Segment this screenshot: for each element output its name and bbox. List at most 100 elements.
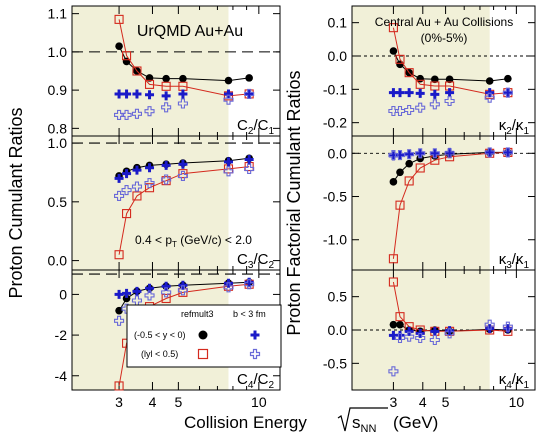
x-axis-label-prefix: Collision Energy xyxy=(184,413,307,432)
y-tick-label: 1.1 xyxy=(48,6,68,22)
panel-label: C4/C2 xyxy=(237,371,274,391)
left-title: UrQMD Au+Au xyxy=(137,23,243,40)
data-point xyxy=(388,254,398,264)
data-point xyxy=(404,104,415,116)
left-y-axis-label: Proton Cumulant Ratios xyxy=(6,107,26,298)
y-tick-label: 1.0 xyxy=(48,135,68,151)
data-point xyxy=(179,74,187,83)
data-point xyxy=(445,147,455,157)
y-tick-label: 0.0 xyxy=(48,253,68,269)
data-point xyxy=(122,294,131,303)
legend-row1-label: (-0.5 < y < 0) xyxy=(134,330,186,340)
data-point xyxy=(404,326,414,336)
y-tick-label: -0.2 xyxy=(323,115,347,131)
cut-annotation: 0.4 < pT (GeV/c) < 2.0 xyxy=(135,233,252,249)
series-b3-abs xyxy=(114,88,255,121)
data-point xyxy=(445,326,455,336)
data-point xyxy=(177,285,188,296)
data-point xyxy=(503,88,513,98)
panel-right-middle: -1.0 -0.5 0.0 κ3/κ1 xyxy=(323,135,536,271)
data-point xyxy=(132,191,142,201)
legend-row2-label: (lyl < 0.5) xyxy=(141,349,178,359)
data-point xyxy=(430,148,440,158)
series-b3-y xyxy=(114,155,254,183)
data-point xyxy=(115,42,123,50)
data-point xyxy=(122,288,132,298)
data-point xyxy=(121,185,132,196)
data-point xyxy=(114,250,124,260)
data-point xyxy=(394,149,406,161)
data-point xyxy=(389,320,398,329)
series-refmult-y xyxy=(115,42,253,85)
panel-label: C2/C1 xyxy=(237,117,274,137)
data-point xyxy=(144,177,155,189)
cut-rest: (GeV/c) < 2.0 xyxy=(177,233,252,247)
shaded-region xyxy=(72,136,229,270)
series-b3-y xyxy=(114,89,254,101)
data-point xyxy=(430,326,440,336)
data-point xyxy=(161,281,171,291)
data-point xyxy=(132,66,142,76)
series-b3-abs xyxy=(114,279,255,326)
data-point xyxy=(415,79,425,89)
y-tick-label: 0 xyxy=(59,286,67,302)
data-point xyxy=(394,105,406,117)
data-point xyxy=(502,147,513,158)
y-tick-label: 1.0 xyxy=(48,44,68,60)
data-point xyxy=(178,159,188,169)
data-point xyxy=(444,328,455,339)
data-point xyxy=(114,315,125,326)
data-point xyxy=(395,54,405,64)
data-point xyxy=(223,94,234,105)
data-point xyxy=(444,95,455,107)
series-refmult-y xyxy=(115,278,253,315)
y-tick-label: 0.5 xyxy=(328,289,348,305)
y-tick-label: -0.5 xyxy=(323,355,347,371)
panel-right-top: -0.2 -0.1 0.0 0.1 κ2/κ1 xyxy=(323,5,536,137)
x-axis-sqrt-text: sNN xyxy=(352,413,376,435)
data-point xyxy=(114,173,124,183)
data-point xyxy=(395,150,405,160)
data-point xyxy=(115,306,123,315)
x-axis-label-s: s xyxy=(352,413,361,432)
data-point xyxy=(178,169,188,179)
data-point xyxy=(224,76,233,85)
panel-label: C3/C2 xyxy=(237,251,274,271)
data-point xyxy=(178,280,188,290)
data-point xyxy=(161,174,172,185)
series-line xyxy=(118,19,250,97)
y-tick-label: -4 xyxy=(55,368,68,384)
data-point xyxy=(161,287,172,298)
data-point xyxy=(485,147,495,157)
right-title: Central Au + Au Collisions (0%-5%) xyxy=(375,15,513,45)
data-point xyxy=(484,92,495,103)
shaded-region xyxy=(352,6,490,136)
data-point xyxy=(395,330,405,340)
data-point xyxy=(415,148,426,159)
data-point xyxy=(503,324,513,334)
series-b3-abs xyxy=(388,319,513,377)
data-point xyxy=(430,89,440,99)
data-point xyxy=(394,332,406,344)
cut-text: 0.4 < p xyxy=(135,233,172,247)
data-point xyxy=(162,74,170,83)
data-point xyxy=(396,320,404,329)
legend-marker-b-y xyxy=(250,330,260,340)
data-point xyxy=(404,331,415,342)
data-point xyxy=(223,166,234,177)
legend-marker-b-abs xyxy=(249,348,261,360)
data-point xyxy=(114,190,125,201)
y-tick-label: 0.5 xyxy=(48,194,68,210)
panel-label: κ3/κ1 xyxy=(499,251,530,271)
data-point xyxy=(415,163,425,173)
data-point xyxy=(144,106,155,117)
data-point xyxy=(223,157,233,167)
sqrt-symbol xyxy=(337,407,388,432)
legend-header-b: b < 3 fm xyxy=(233,309,266,319)
data-point xyxy=(415,102,426,113)
y-tick-label: 0.1 xyxy=(328,15,348,31)
data-point xyxy=(144,290,155,301)
legend: refmult3 b < 3 fm (-0.5 < y < 0) (lyl < … xyxy=(126,304,282,368)
data-point xyxy=(244,88,255,99)
